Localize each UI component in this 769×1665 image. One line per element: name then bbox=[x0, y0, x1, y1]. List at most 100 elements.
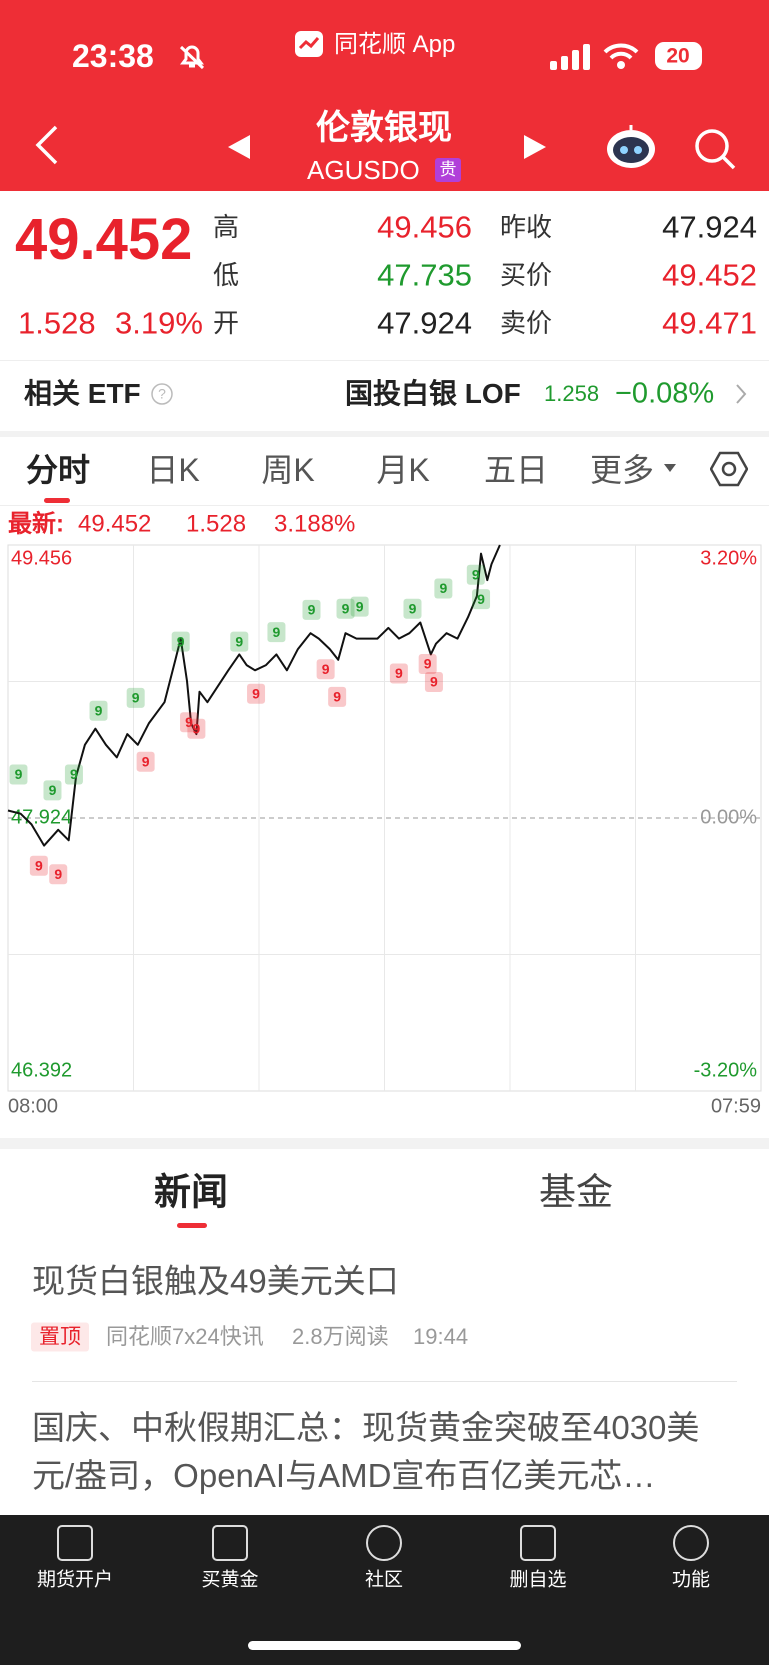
nav-label[interactable]: 删自选 bbox=[509, 1569, 567, 1591]
signal-label: 9 bbox=[54, 866, 62, 882]
section-gap bbox=[0, 1138, 769, 1149]
nav-icon[interactable] bbox=[520, 1525, 556, 1561]
signal-label: 9 bbox=[252, 685, 260, 701]
signal-marker bbox=[389, 663, 408, 684]
symbol-badge: 贵 bbox=[435, 158, 461, 182]
tab-indicator bbox=[44, 498, 70, 503]
signal-marker bbox=[316, 659, 335, 680]
signal-label: 9 bbox=[472, 566, 480, 582]
stat-value: 49.452 bbox=[662, 257, 757, 293]
divider bbox=[32, 1381, 737, 1382]
next-button[interactable] bbox=[522, 134, 548, 160]
stat-value: 47.924 bbox=[662, 209, 757, 245]
home-indicator bbox=[248, 1641, 521, 1650]
signal-label: 9 bbox=[477, 591, 485, 607]
signal-label: 9 bbox=[142, 753, 150, 769]
signal-marker bbox=[230, 631, 249, 652]
tab-indicator bbox=[177, 1223, 207, 1228]
stat-value: 49.456 bbox=[377, 209, 472, 245]
nav-label[interactable]: 功能 bbox=[671, 1569, 711, 1591]
price-line bbox=[7, 544, 501, 847]
y-tick-label: 49.456 bbox=[11, 547, 72, 569]
divider bbox=[0, 505, 769, 506]
signal-label: 9 bbox=[177, 633, 185, 649]
news-title[interactable]: 国庆、中秋假期汇总：现货黄金突破至4030美元/盎司，OpenAI与AMD宣布百… bbox=[32, 1409, 700, 1494]
clock: 23:38 bbox=[72, 38, 154, 74]
period-tab[interactable]: 周K bbox=[261, 452, 315, 488]
signal-marker bbox=[350, 596, 369, 617]
signal-label: 9 bbox=[409, 600, 417, 616]
last-price: 49.452 bbox=[15, 207, 193, 272]
signal-marker bbox=[336, 598, 355, 619]
svg-text:?: ? bbox=[158, 386, 166, 402]
period-tab[interactable]: 五日 bbox=[483, 452, 549, 488]
stat-label: 卖价 bbox=[500, 308, 553, 338]
divider bbox=[0, 360, 769, 361]
signal-icon bbox=[550, 44, 590, 70]
x-tick-label: 08:00 bbox=[8, 1095, 58, 1117]
etf-name[interactable]: 国投白银 LOF bbox=[345, 378, 521, 409]
price-change: 1.528 bbox=[18, 305, 96, 341]
signal-marker bbox=[466, 564, 485, 585]
signal-label: 9 bbox=[430, 674, 438, 690]
nav-icon[interactable] bbox=[366, 1525, 402, 1561]
signal-label: 9 bbox=[395, 665, 403, 681]
signal-label: 9 bbox=[132, 690, 140, 706]
mute-icon bbox=[179, 45, 205, 70]
stat-value: 49.471 bbox=[662, 305, 757, 341]
assistant-button[interactable] bbox=[604, 124, 658, 170]
stat-value: 47.735 bbox=[377, 257, 472, 293]
info-icon[interactable]: ? bbox=[150, 382, 174, 406]
signal-label: 9 bbox=[185, 714, 193, 730]
signal-marker bbox=[43, 780, 62, 801]
period-tab[interactable]: 更多 bbox=[589, 452, 655, 488]
nav-icon[interactable] bbox=[212, 1525, 248, 1561]
nav-label[interactable]: 期货开户 bbox=[36, 1569, 114, 1591]
nav-icon[interactable] bbox=[57, 1525, 93, 1561]
signal-label: 9 bbox=[273, 624, 281, 640]
stat-label: 买价 bbox=[500, 260, 553, 290]
page-title: 伦敦银现 bbox=[316, 109, 452, 147]
latest-quote: 最新: bbox=[8, 510, 64, 537]
signal-marker bbox=[49, 864, 68, 885]
etf-price: 1.258 bbox=[544, 381, 600, 406]
signal-label: 9 bbox=[439, 580, 447, 596]
news-title[interactable]: 现货白银触及49美元关口 bbox=[32, 1262, 399, 1300]
signal-marker bbox=[126, 687, 145, 708]
signal-marker bbox=[424, 672, 443, 693]
nav-label[interactable]: 买黄金 bbox=[201, 1569, 259, 1591]
back-button[interactable] bbox=[32, 124, 62, 166]
y2-tick-label: -3.20% bbox=[694, 1059, 758, 1081]
symbol-code: AGUSDO bbox=[307, 155, 420, 185]
period-tab[interactable]: 月K bbox=[376, 452, 430, 488]
app-icon bbox=[295, 31, 323, 57]
signal-label: 9 bbox=[95, 702, 103, 718]
signal-label: 9 bbox=[342, 600, 350, 616]
nav-label[interactable]: 社区 bbox=[364, 1569, 404, 1591]
chevron bbox=[736, 384, 747, 404]
x-tick-label: 07:59 bbox=[711, 1095, 761, 1117]
news-tab[interactable]: 新闻 bbox=[154, 1171, 228, 1213]
period-tab[interactable]: 日K bbox=[146, 452, 200, 488]
settings-button[interactable] bbox=[710, 450, 748, 488]
etf-label: 相关 ETF bbox=[24, 378, 141, 409]
fund-tab[interactable]: 基金 bbox=[539, 1171, 613, 1213]
stat-label: 昨收 bbox=[500, 212, 553, 242]
period-tab[interactable]: 分时 bbox=[25, 452, 91, 488]
stat-label: 低 bbox=[213, 260, 240, 290]
news-tag: 置顶 bbox=[31, 1322, 89, 1352]
nav-icon[interactable] bbox=[673, 1525, 709, 1561]
signal-marker bbox=[403, 598, 422, 619]
search-button[interactable] bbox=[693, 127, 737, 171]
stat-value: 47.924 bbox=[377, 305, 472, 341]
stat-label: 高 bbox=[213, 212, 240, 242]
section-gap bbox=[0, 431, 769, 437]
wifi-icon bbox=[603, 43, 639, 69]
signal-marker bbox=[136, 751, 155, 772]
prev-button[interactable] bbox=[226, 134, 252, 160]
signal-marker bbox=[418, 654, 437, 675]
battery bbox=[655, 42, 702, 70]
signal-marker bbox=[267, 622, 286, 643]
signal-marker bbox=[328, 686, 347, 707]
